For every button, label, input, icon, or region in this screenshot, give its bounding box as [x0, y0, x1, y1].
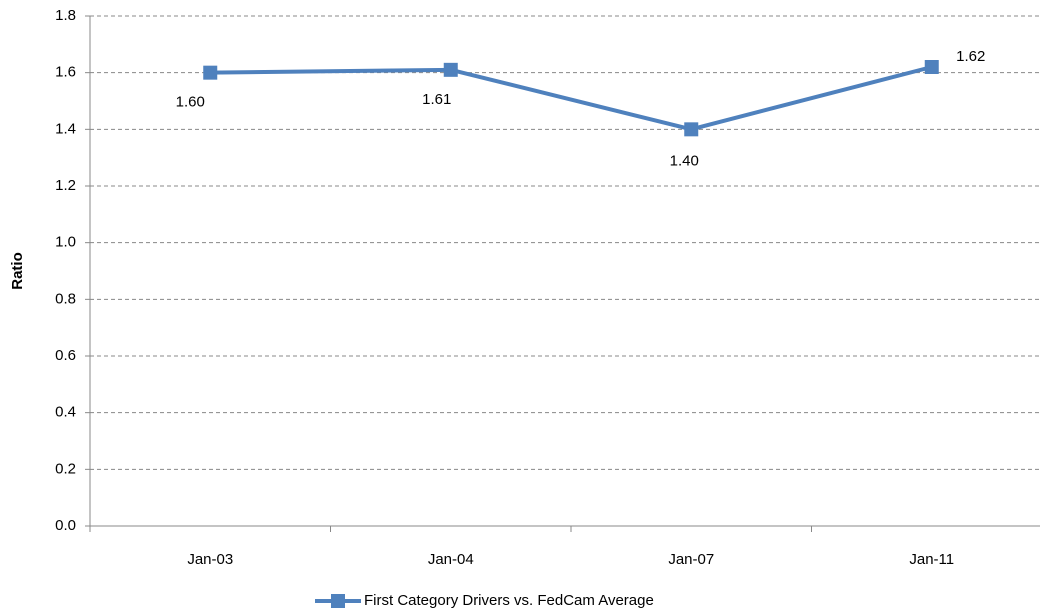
data-label: 1.40 — [670, 152, 699, 169]
y-tick-label: 0.2 — [55, 460, 76, 477]
legend-marker — [331, 594, 345, 608]
y-tick-label: 1.6 — [55, 64, 76, 81]
data-point — [924, 60, 939, 74]
y-tick-label: 0.4 — [55, 404, 76, 421]
x-tick-label: Jan-04 — [428, 551, 474, 568]
y-tick-label: 0.8 — [55, 290, 76, 307]
data-point — [684, 122, 699, 137]
data-point — [203, 65, 218, 80]
x-tick-label: Jan-03 — [187, 551, 233, 568]
data-label: 1.62 — [956, 48, 985, 65]
y-tick-label: 1.0 — [55, 234, 76, 251]
series-line — [210, 65, 933, 132]
y-axis-title: Ratio — [9, 252, 26, 290]
data-label: 1.61 — [422, 91, 451, 108]
y-tick-label: 0.6 — [55, 347, 76, 364]
x-tick-label: Jan-07 — [668, 551, 714, 568]
data-label: 1.60 — [176, 94, 205, 111]
y-tick-label: 1.8 — [55, 7, 76, 24]
y-tick-label: 1.2 — [55, 177, 76, 194]
legend-label: First Category Drivers vs. FedCam Averag… — [364, 592, 654, 609]
y-tick-label: 1.4 — [55, 120, 76, 137]
y-tick-label: 0.0 — [55, 517, 76, 534]
data-point — [443, 62, 458, 77]
x-tick-label: Jan-11 — [909, 551, 954, 568]
